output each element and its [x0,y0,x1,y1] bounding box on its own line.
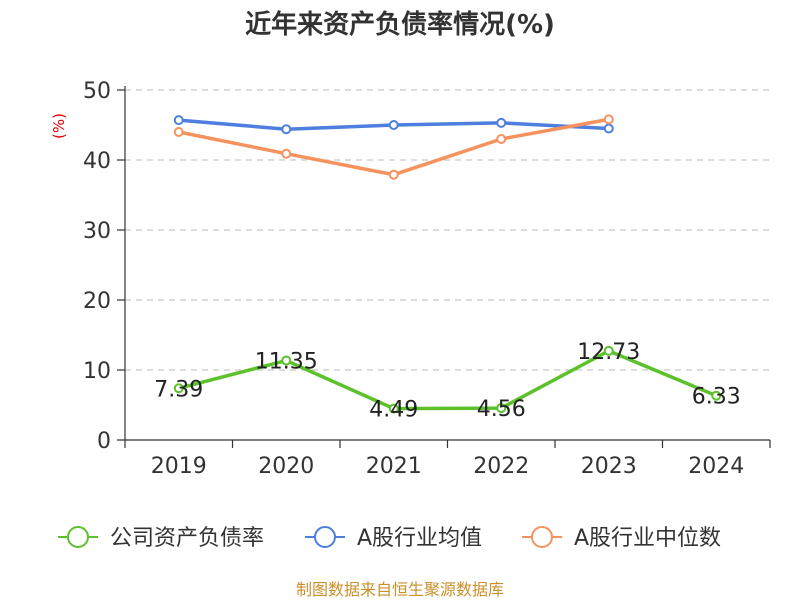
legend: 公司资产负债率 A股行业均值 A股行业中位数 [58,526,721,551]
data-label-2022: 4.56 [477,397,526,422]
data-labels: 7.39 11.35 4.49 4.56 12.73 6.33 [154,340,740,423]
series-0-point-2022 [496,403,507,414]
y-tick-label: 50 [83,79,111,104]
x-tick-label-2020: 2020 [258,454,314,479]
data-label-2019: 7.39 [154,377,203,402]
series-1-point-2022 [496,117,507,128]
series-2-point-2022 [496,134,507,144]
series-2-point-2021 [388,169,399,180]
y-tick-label: 20 [83,289,111,314]
y-axis-unit: (%) [50,113,68,139]
series-0-point-2019 [173,383,184,394]
x-tick-label-2024: 2024 [688,454,744,479]
x-tick-label-2019: 2019 [151,454,207,479]
series-0-point-2021 [388,403,399,414]
legend-marker-2 [531,526,553,548]
chart-title: 近年来资产负债率情况(%) [245,9,555,40]
series-0-point-2023 [603,345,614,356]
series-2-point-2023 [603,114,614,125]
x-tick-label-2021: 2021 [366,454,422,479]
data-label-2020: 11.35 [255,350,318,375]
series-layer [173,114,722,414]
source-note: 制图数据来自恒生聚源数据库 [296,580,504,599]
series-2-point-2019 [173,127,184,137]
legend-label-1: A股行业均值 [357,526,482,551]
data-label-2023: 12.73 [577,340,640,365]
y-tick-label: 0 [97,429,111,454]
y-tick-label: 30 [83,219,111,244]
legend-label-2: A股行业中位数 [574,526,721,551]
series-1-point-2020 [281,124,292,135]
series-2-point-2020 [281,148,292,159]
series-line-0 [178,349,717,411]
x-tick-label-2023: 2023 [581,454,637,479]
grid-lines [125,89,770,371]
legend-marker-0 [67,526,89,548]
y-tick-label: 40 [83,149,111,174]
data-label-2021: 4.49 [369,398,418,423]
axes: 0 10 20 30 40 50 2019 2020 2021 2022 2023 2024 [83,79,771,479]
series-1-point-2021 [388,120,399,130]
legend-marker-1 [314,526,336,548]
x-tick-label-2022: 2022 [473,454,529,479]
series-0-point-2020 [281,355,292,366]
data-label-2024: 6.33 [692,385,741,410]
series-1-point-2019 [173,115,184,126]
legend-label-0: 公司资产负债率 [110,526,264,551]
series-0-point-2024 [711,390,722,401]
series-1-point-2023 [603,123,614,134]
y-tick-label: 10 [83,359,111,384]
